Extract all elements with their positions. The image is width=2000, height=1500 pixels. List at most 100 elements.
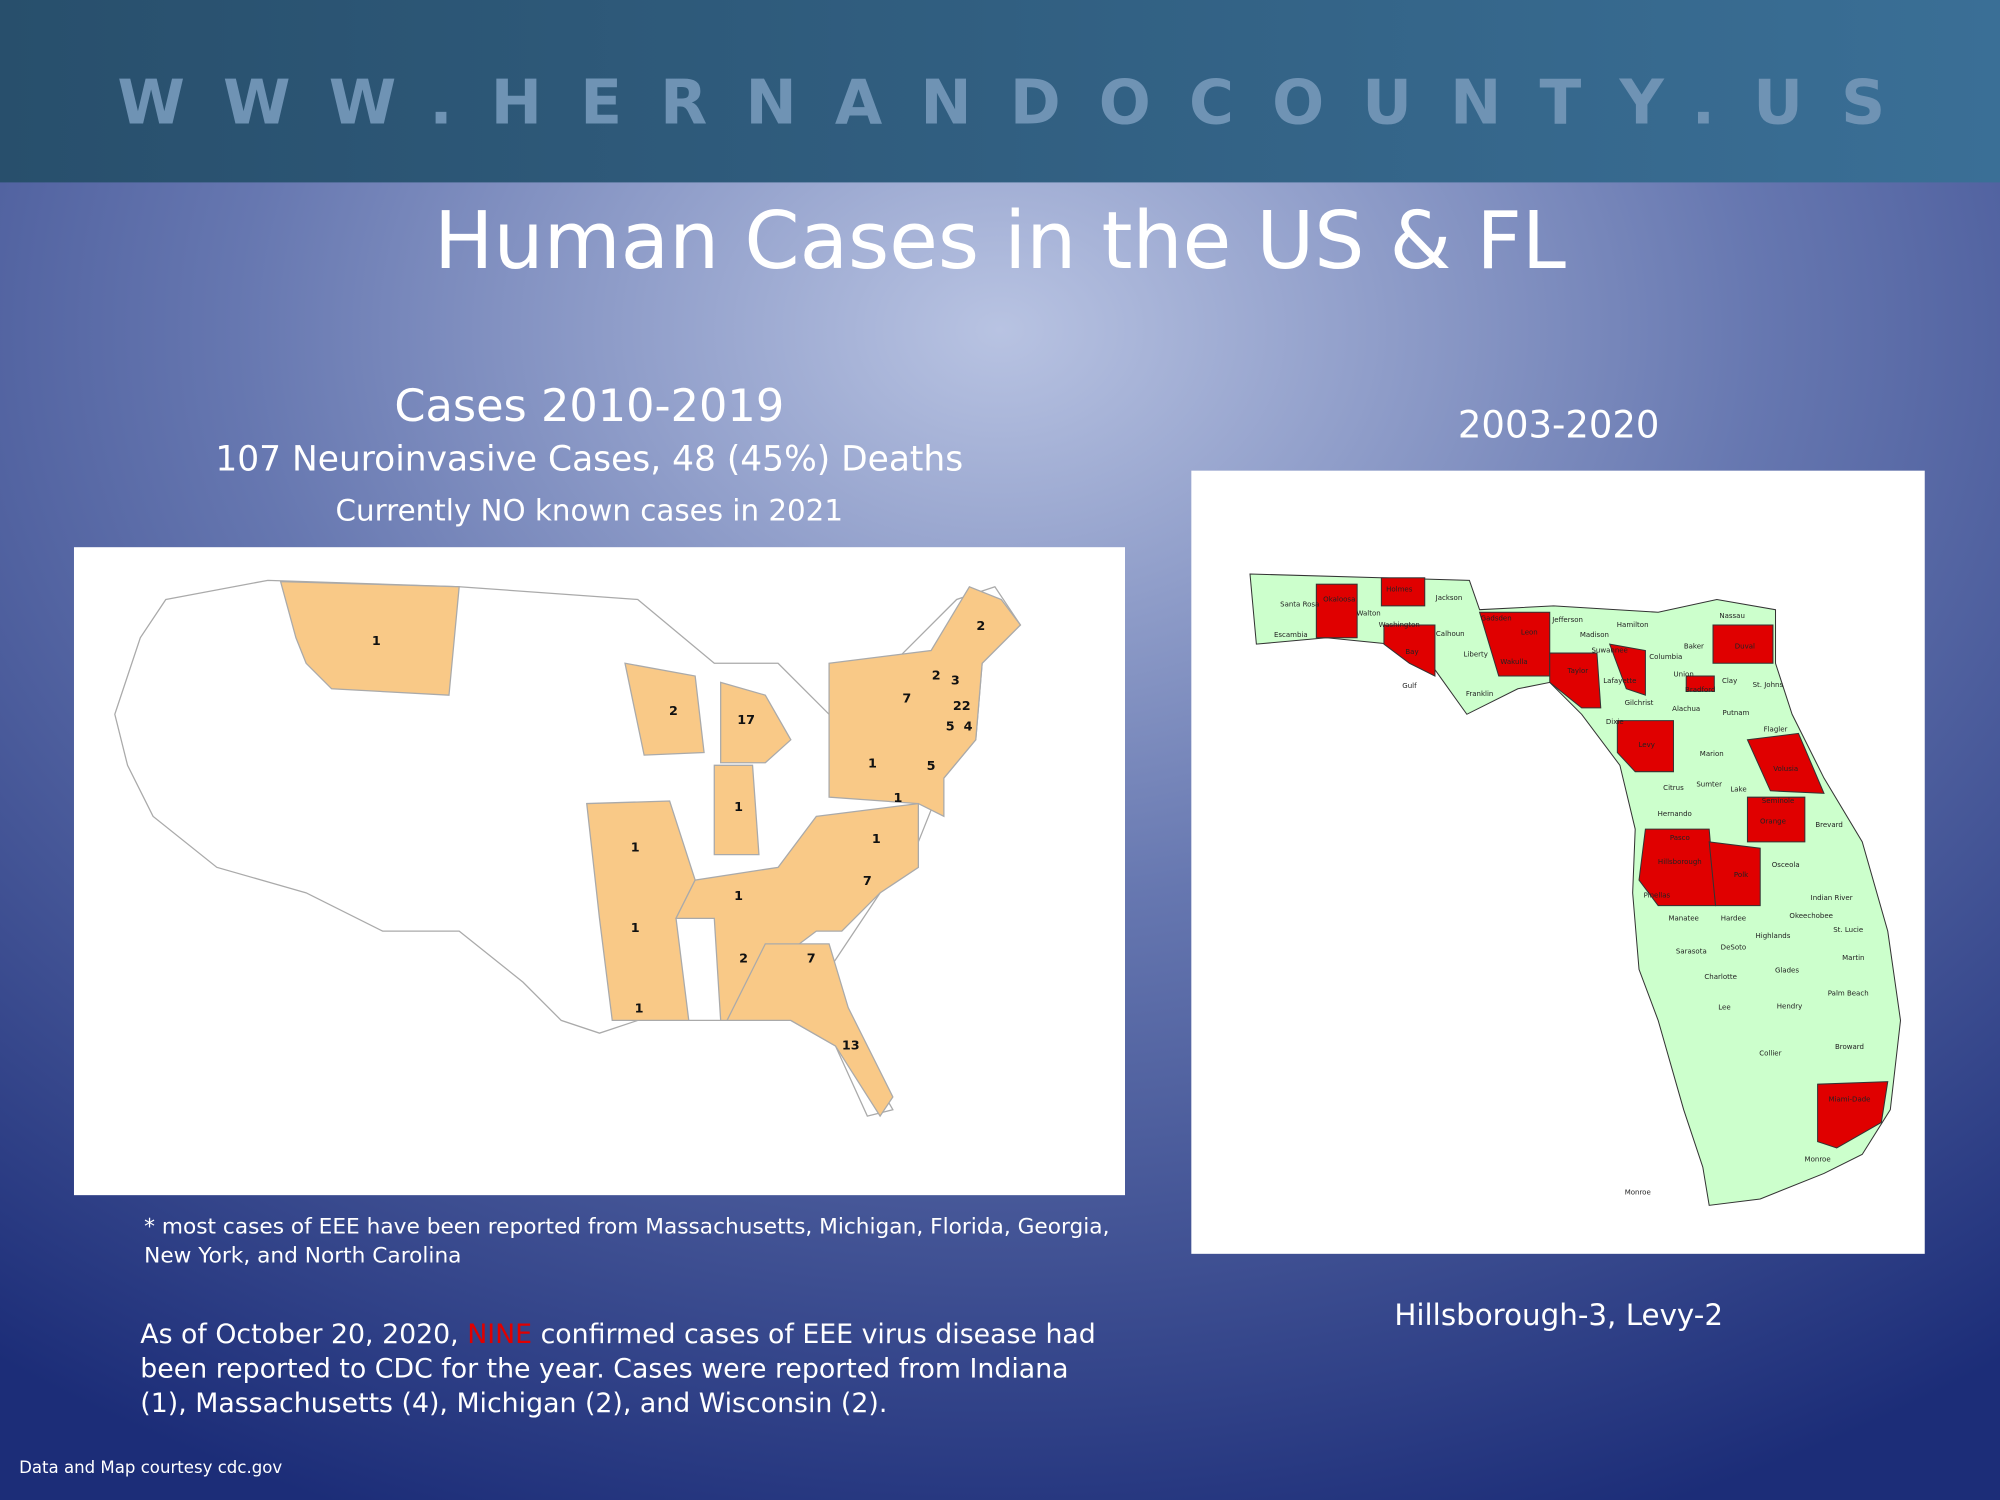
- case-count: 1: [631, 841, 640, 856]
- state-fill: [586, 800, 696, 1022]
- case-count: 7: [863, 874, 872, 889]
- fl-heading: 2003-2020: [1458, 404, 1660, 447]
- county-label: Okeechobee: [1789, 911, 1833, 920]
- county-label: Hendry: [1777, 1001, 1802, 1010]
- case-count: 3: [951, 674, 960, 689]
- county-label: Seminole: [1762, 796, 1794, 805]
- summary-line: (1), Massachusetts (4), Michigan (2), an…: [140, 1388, 887, 1419]
- county-label: Marion: [1700, 749, 1724, 758]
- case-count: 1: [372, 634, 381, 649]
- case-count: 2: [739, 952, 748, 967]
- credit: Data and Map courtesy cdc.gov: [19, 1458, 282, 1477]
- county-fill: [1708, 841, 1761, 907]
- us-note: Currently NO known cases in 2021: [336, 493, 843, 527]
- county-label: Miami-Dade: [1828, 1094, 1870, 1103]
- county-fill: [1746, 732, 1825, 794]
- county-label: Okaloosa: [1323, 594, 1355, 603]
- county-label: Orange: [1760, 816, 1786, 825]
- county-fill: [1383, 624, 1436, 677]
- county-label: Baker: [1684, 642, 1704, 651]
- county-label: Highlands: [1756, 931, 1791, 940]
- county-fill: [1616, 720, 1674, 773]
- state-fill: [828, 585, 1022, 818]
- county-label: Sarasota: [1676, 947, 1707, 956]
- case-count: 13: [842, 1038, 860, 1053]
- county-label: Washington: [1379, 620, 1420, 629]
- case-count: 1: [631, 921, 640, 936]
- us-heading: Cases 2010-2019: [394, 380, 784, 432]
- county-label: DeSoto: [1721, 943, 1746, 952]
- county-label: Osceola: [1772, 860, 1800, 869]
- state-fill: [279, 580, 460, 696]
- case-count: 2: [976, 619, 985, 634]
- fl-caption: Hillsborough-3, Levy-2: [1394, 1298, 1723, 1332]
- county-label: Bay: [1405, 647, 1418, 656]
- county-label: Lafayette: [1603, 676, 1636, 685]
- county-label: Gilchrist: [1625, 698, 1654, 707]
- county-label: Charlotte: [1704, 972, 1737, 981]
- county-label: Lake: [1730, 785, 1746, 794]
- case-count: 1: [635, 1001, 644, 1016]
- case-count: 1: [872, 832, 881, 847]
- header-band: [0, 0, 2000, 183]
- county-label: Monroe: [1805, 1154, 1831, 1163]
- county-label: Franklin: [1466, 689, 1494, 698]
- county-fill: [1549, 652, 1602, 709]
- county-label: Gulf: [1402, 681, 1417, 690]
- county-label: Clay: [1722, 676, 1737, 685]
- case-count: 2: [932, 669, 941, 684]
- positive-counties: [1315, 577, 1889, 1149]
- county-label: Alachua: [1672, 704, 1700, 713]
- case-count: 7: [902, 691, 911, 706]
- summary-line: been reported to CDC for the year. Cases…: [140, 1354, 1068, 1385]
- county-label: Calhoun: [1436, 629, 1465, 638]
- county-fill: [1712, 624, 1774, 664]
- county-label: Collier: [1759, 1049, 1781, 1058]
- fl-outline: [1249, 573, 1902, 1206]
- county-label: Lee: [1718, 1003, 1730, 1012]
- us-subheading: 107 Neuroinvasive Cases, 48 (45%) Deaths: [215, 440, 963, 480]
- county-label: Hernando: [1658, 809, 1692, 818]
- county-label: St. Lucie: [1833, 925, 1863, 934]
- case-count: 17: [737, 713, 755, 728]
- county-label: Santa Rosa: [1280, 600, 1319, 609]
- county-label: Walton: [1357, 609, 1381, 618]
- state-fill: [624, 662, 705, 756]
- summary-highlight: NINE: [467, 1319, 532, 1350]
- county-label: Pinellas: [1644, 890, 1671, 899]
- county-label: Levy: [1638, 740, 1654, 749]
- case-count: 5: [927, 759, 936, 774]
- county-label: Liberty: [1464, 649, 1488, 658]
- county-label: Union: [1674, 670, 1694, 679]
- county-label: Sumter: [1696, 779, 1722, 788]
- county-label: Columbia: [1649, 652, 1682, 661]
- county-label: Manatee: [1668, 913, 1698, 922]
- county-label: Polk: [1734, 870, 1749, 879]
- county-label: Hardee: [1721, 913, 1746, 922]
- summary-text: confirmed cases of EEE virus disease had: [532, 1319, 1096, 1350]
- county-fill: [1608, 643, 1646, 696]
- footnote-line: New York, and North Carolina: [144, 1244, 461, 1269]
- footnote: * most cases of EEE have been reported f…: [144, 1214, 1109, 1268]
- county-label: Holmes: [1386, 584, 1413, 593]
- county-label: Volusia: [1773, 764, 1798, 773]
- us-map: [114, 579, 1022, 1118]
- county-label: Escambia: [1274, 630, 1308, 639]
- state-fill: [726, 943, 894, 1118]
- county-label: Indian River: [1811, 893, 1853, 902]
- county-label: Wakulla: [1500, 657, 1527, 666]
- county-label: Gadsden: [1481, 614, 1512, 623]
- county-fill: [1380, 577, 1426, 607]
- county-label: Palm Beach: [1828, 989, 1869, 998]
- case-count: 5: [946, 720, 955, 735]
- county-label: Glades: [1775, 966, 1799, 975]
- case-count: 22: [953, 699, 971, 714]
- county-label: Taylor: [1566, 666, 1588, 675]
- state-fill: [713, 764, 760, 856]
- case-count: 1: [734, 889, 743, 904]
- county-label: Pasco: [1670, 833, 1690, 842]
- slide-title: Human Cases in the US & FL: [434, 195, 1566, 287]
- county-label: Putnam: [1723, 708, 1750, 717]
- summary-text: As of October 20, 2020,: [140, 1319, 467, 1350]
